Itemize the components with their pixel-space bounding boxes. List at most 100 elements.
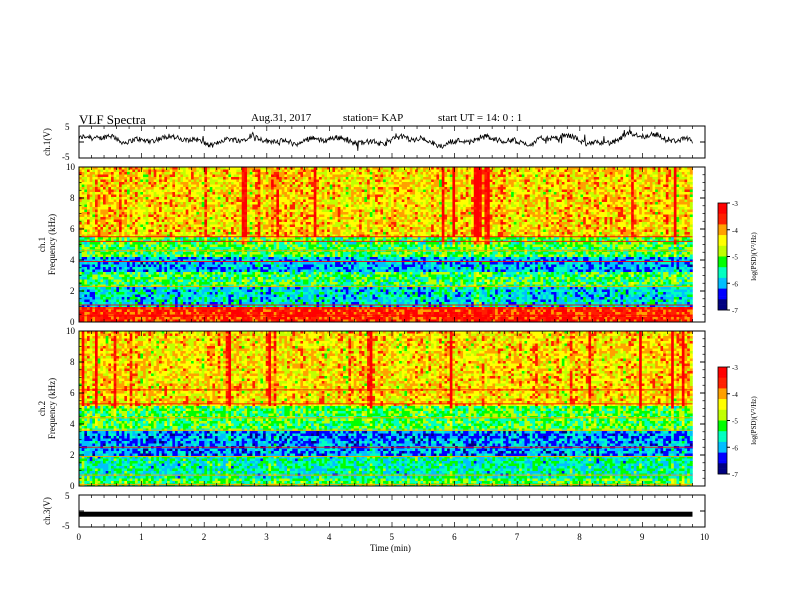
psd-cell (306, 175, 309, 178)
psd-cell (514, 172, 517, 175)
psd-cell (543, 170, 546, 173)
psd-cell (292, 170, 295, 173)
psd-cell (412, 177, 415, 180)
psd-cell (402, 172, 405, 175)
psd-cell (143, 175, 146, 178)
psd-cell (346, 172, 349, 175)
psd-cell (530, 182, 533, 185)
psd-cell (570, 182, 573, 185)
psd-cell (511, 182, 514, 185)
psd-cell (279, 172, 282, 175)
psd-cell (207, 170, 210, 173)
psd-cell (394, 170, 397, 173)
psd-cell (204, 180, 207, 183)
psd-cell (244, 170, 247, 173)
psd-cell (463, 182, 466, 185)
psd-cell (162, 172, 165, 175)
psd-cell (335, 172, 338, 175)
psd-cell (596, 180, 599, 183)
psd-cell (239, 177, 242, 180)
psd-cell (284, 177, 287, 180)
psd-cell (266, 170, 269, 173)
psd-cell (148, 175, 151, 178)
psd-cell (364, 175, 367, 178)
psd-cell (634, 180, 637, 183)
psd-cell (596, 177, 599, 180)
psd-cell (154, 175, 157, 178)
psd-cell (279, 177, 282, 180)
psd-cell (180, 172, 183, 175)
psd-cell (492, 177, 495, 180)
psd-cell (610, 180, 613, 183)
psd-cell (367, 175, 370, 178)
psd-cell (591, 172, 594, 175)
psd-cell (527, 175, 530, 178)
psd-cell (556, 180, 559, 183)
psd-cell (143, 170, 146, 173)
psd-cell (458, 180, 461, 183)
psd-cell (663, 170, 666, 173)
psd-cell (508, 170, 511, 173)
psd-cell (311, 172, 314, 175)
psd-cell (575, 180, 578, 183)
psd-cell (98, 175, 101, 178)
psd-cell (602, 172, 605, 175)
psd-cell (359, 170, 362, 173)
psd-cell (418, 170, 421, 173)
psd-cell (503, 172, 506, 175)
psd-cell (303, 182, 306, 185)
psd-cell (508, 182, 511, 185)
psd-cell (196, 172, 199, 175)
psd-cell (495, 177, 498, 180)
psd-cell (618, 170, 621, 173)
psd-cell (114, 177, 117, 180)
psd-cell (519, 175, 522, 178)
psd-cell (503, 182, 506, 185)
psd-cell (370, 177, 373, 180)
psd-cell (527, 172, 530, 175)
psd-cell (362, 177, 365, 180)
psd-cell (330, 175, 333, 178)
psd-cell (135, 182, 138, 185)
psd-cell (135, 180, 138, 183)
psd-cell (492, 182, 495, 185)
psd-cell (562, 182, 565, 185)
psd-cell (578, 180, 581, 183)
psd-cell (428, 175, 431, 178)
psd-cell (242, 170, 245, 173)
psd-cell (383, 182, 386, 185)
psd-cell (634, 172, 637, 175)
psd-cell (327, 172, 330, 175)
psd-cell (548, 170, 551, 173)
psd-cell (666, 177, 669, 180)
psd-cell (284, 175, 287, 178)
psd-cell (570, 180, 573, 183)
psd-cell (391, 180, 394, 183)
psd-cell (612, 180, 615, 183)
psd-cell (479, 175, 482, 178)
psd-cell (98, 170, 101, 173)
psd-cell (508, 175, 511, 178)
psd-cell (242, 177, 245, 180)
psd-cell (444, 172, 447, 175)
psd-cell (559, 177, 562, 180)
psd-cell (303, 177, 306, 180)
psd-cell (204, 170, 207, 173)
psd-cell (551, 175, 554, 178)
psd-cell (218, 175, 221, 178)
psd-cell (188, 182, 191, 185)
psd-cell (415, 182, 418, 185)
psd-cell (111, 175, 114, 178)
psd-cell (311, 170, 314, 173)
psd-cell (82, 175, 85, 178)
psd-cell (100, 170, 103, 173)
psd-cell (548, 177, 551, 180)
psd-cell (626, 170, 629, 173)
psd-cell (130, 175, 133, 178)
psd-cell (522, 170, 525, 173)
psd-cell (559, 180, 562, 183)
psd-cell (426, 172, 429, 175)
psd-cell (522, 182, 525, 185)
psd-cell (442, 177, 445, 180)
psd-cell (514, 175, 517, 178)
